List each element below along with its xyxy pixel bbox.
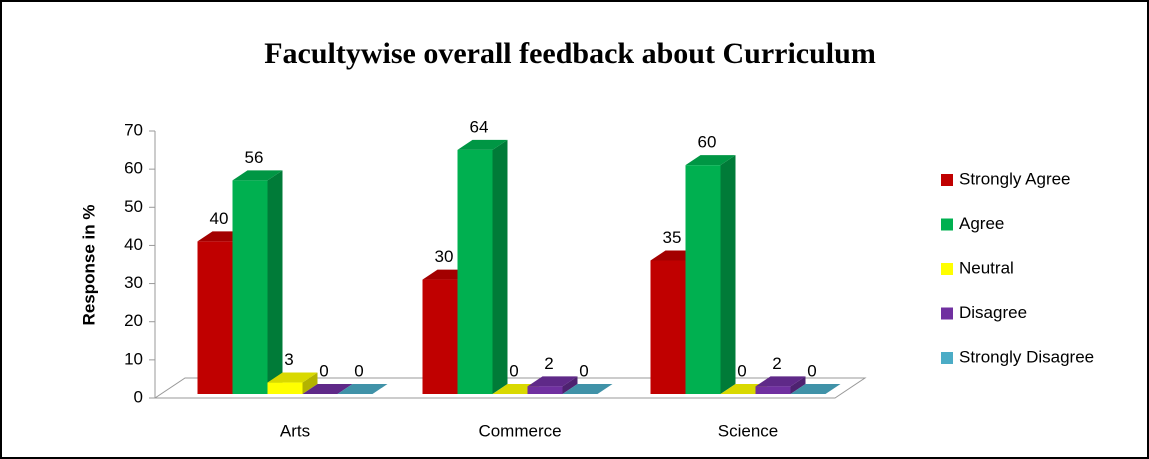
bar [685,165,721,394]
bar [232,180,268,394]
data-label: 0 [354,361,363,380]
bar-top [790,384,841,394]
bar-top [685,155,736,166]
chart-title: Facultywise overall feedback about Curri… [264,37,876,70]
y-tick-label: 20 [124,311,143,330]
x-tick-label: Commerce [478,421,561,440]
bar [422,279,458,394]
data-label: 64 [470,117,489,136]
legend-label: Neutral [959,258,1014,277]
bar-side [720,155,736,394]
data-label: 2 [772,354,781,373]
y-tick-label: 50 [124,197,143,216]
bar [755,386,791,394]
data-label: 0 [807,361,816,380]
y-tick-label: 60 [124,159,143,178]
legend-swatch [941,263,953,275]
data-label: 40 [210,209,229,228]
bar-top [527,376,578,387]
legend-label: Disagree [959,303,1027,322]
bar-top [562,384,613,394]
legend-swatch [941,352,953,364]
y-tick-label: 10 [124,349,143,368]
data-label: 0 [737,361,746,380]
legend-label: Agree [959,214,1004,233]
x-tick-label: Arts [280,421,310,440]
bar-top [755,376,806,387]
y-tick-label: 40 [124,235,143,254]
data-label: 2 [544,354,553,373]
y-tick-label: 70 [124,120,143,139]
bar-top [337,384,388,394]
y-tick-label: 30 [124,273,143,292]
legend-swatch [941,218,953,231]
bar-top [302,384,353,394]
bar [267,382,303,394]
floor [153,377,867,399]
data-label: 60 [698,133,717,152]
data-label: 0 [319,361,328,380]
data-label: 56 [245,148,264,167]
data-label: 30 [435,247,454,266]
bar-top [457,139,508,150]
bar [457,149,493,394]
data-label: 35 [663,228,682,247]
data-label: 0 [509,361,518,380]
x-tick-label: Science [718,421,778,440]
bar-top [232,170,283,181]
data-label: 0 [579,361,588,380]
bar-side [302,372,318,394]
bar-side [790,376,806,394]
y-axis-label: Response in % [79,205,98,326]
legend-swatch [941,174,953,186]
legend-swatch [941,307,953,320]
bar-side [492,139,508,394]
bar [650,260,686,394]
data-label: 3 [284,350,293,369]
bar-side [562,376,578,394]
bar [197,241,233,394]
legend-label: Strongly Disagree [959,347,1094,366]
bar-side [267,170,283,394]
bar-top [267,372,318,383]
bar [527,386,563,394]
legend-label: Strongly Agree [959,169,1071,188]
y-tick-label: 0 [134,387,143,406]
